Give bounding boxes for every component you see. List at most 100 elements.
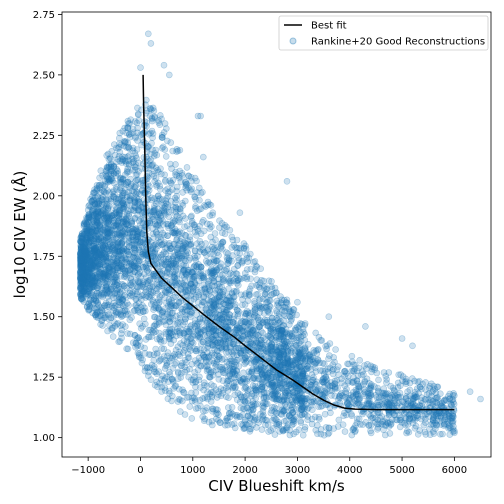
- scatter-point: [344, 377, 352, 385]
- scatter-point: [215, 375, 223, 383]
- scatter-point: [348, 412, 356, 420]
- scatter-point: [241, 323, 248, 331]
- scatter-point: [109, 333, 117, 340]
- scatter-point: [192, 383, 199, 391]
- scatter-point: [192, 286, 200, 294]
- scatter-point: [288, 315, 296, 323]
- scatter-point: [77, 234, 85, 242]
- scatter-point: [271, 318, 278, 326]
- scatter-point: [204, 393, 211, 401]
- scatter-point: [283, 377, 291, 385]
- scatter-point: [350, 374, 357, 381]
- scatter-point: [188, 280, 195, 288]
- scatter-point: [341, 382, 349, 390]
- scatter-point: [228, 348, 235, 356]
- scatter-point: [154, 213, 161, 220]
- scatter-point: [242, 392, 250, 400]
- scatter-point: [270, 356, 278, 363]
- scatter-point: [204, 362, 211, 370]
- scatter-point: [326, 387, 334, 395]
- scatter-point: [291, 370, 298, 378]
- scatter-point: [160, 345, 168, 353]
- scatter-point: [430, 382, 438, 390]
- scatter-point: [129, 159, 136, 166]
- scatter-point: [210, 277, 218, 285]
- scatter-point: [403, 427, 411, 435]
- scatter-point: [446, 390, 454, 398]
- scatter-point: [110, 282, 118, 290]
- scatter-point: [78, 259, 85, 267]
- scatter-point: [145, 368, 152, 376]
- scatter-point: [157, 333, 164, 340]
- scatter-point: [403, 392, 410, 400]
- scatter-point: [341, 367, 349, 375]
- scatter-point: [241, 405, 248, 413]
- scatter-point: [205, 353, 213, 360]
- scatter-point: [171, 383, 179, 390]
- scatter-point: [371, 383, 378, 390]
- scatter-point: [286, 368, 293, 376]
- scatter-point: [227, 302, 235, 309]
- scatter-point: [272, 321, 279, 329]
- scatter-point: [89, 212, 96, 219]
- scatter-point: [102, 196, 110, 203]
- scatter-point: [131, 203, 138, 211]
- scatter-point: [287, 337, 295, 345]
- scatter-point: [261, 290, 269, 298]
- scatter-point: [296, 411, 304, 419]
- scatter-point: [185, 373, 192, 381]
- scatter-point: [118, 280, 125, 288]
- scatter-point: [225, 285, 232, 293]
- scatter-point: [99, 230, 106, 237]
- scatter-point: [77, 289, 84, 297]
- scatter-point: [221, 306, 228, 314]
- scatter-point: [159, 134, 166, 141]
- scatter-point: [125, 160, 133, 168]
- scatter-point: [281, 359, 289, 367]
- scatter-point: [395, 411, 403, 419]
- scatter-point: [260, 389, 268, 397]
- scatter-point: [212, 236, 219, 244]
- scatter-point: [195, 288, 202, 296]
- scatter-point: [265, 393, 273, 401]
- scatter-point: [222, 421, 229, 429]
- scatter-point: [136, 351, 143, 359]
- scatter-point: [139, 263, 147, 271]
- scatter-point: [130, 158, 137, 165]
- scatter-point: [263, 296, 270, 303]
- scatter-point: [450, 400, 458, 408]
- scatter-point: [116, 208, 123, 216]
- scatter-point: [244, 320, 251, 328]
- scatter-point: [374, 401, 382, 409]
- scatter-point: [264, 421, 272, 429]
- scatter-point: [140, 308, 147, 315]
- scatter-point: [259, 318, 267, 326]
- scatter-point: [260, 277, 267, 285]
- scatter-point: [291, 373, 299, 380]
- scatter-point: [356, 421, 364, 428]
- scatter-point: [109, 235, 117, 242]
- scatter-point: [283, 296, 291, 304]
- scatter-point: [224, 292, 231, 300]
- scatter-point: [154, 304, 162, 312]
- scatter-point: [162, 250, 170, 258]
- scatter-point: [301, 346, 309, 353]
- scatter-point: [162, 153, 170, 160]
- scatter-point: [241, 398, 248, 406]
- scatter-point: [259, 412, 266, 420]
- scatter-point: [135, 196, 142, 203]
- scatter-point: [85, 224, 93, 231]
- scatter-point: [179, 202, 187, 209]
- scatter-point: [331, 392, 339, 400]
- scatter-point: [274, 319, 282, 327]
- scatter-point: [101, 249, 109, 257]
- scatter-point: [85, 254, 92, 262]
- scatter-point: [180, 389, 188, 397]
- scatter-point: [158, 291, 166, 299]
- scatter-point: [175, 298, 183, 306]
- scatter-point: [436, 430, 444, 438]
- scatter-point: [441, 396, 448, 404]
- scatter-point: [214, 243, 222, 250]
- scatter-point: [257, 265, 265, 273]
- scatter-point: [85, 268, 93, 276]
